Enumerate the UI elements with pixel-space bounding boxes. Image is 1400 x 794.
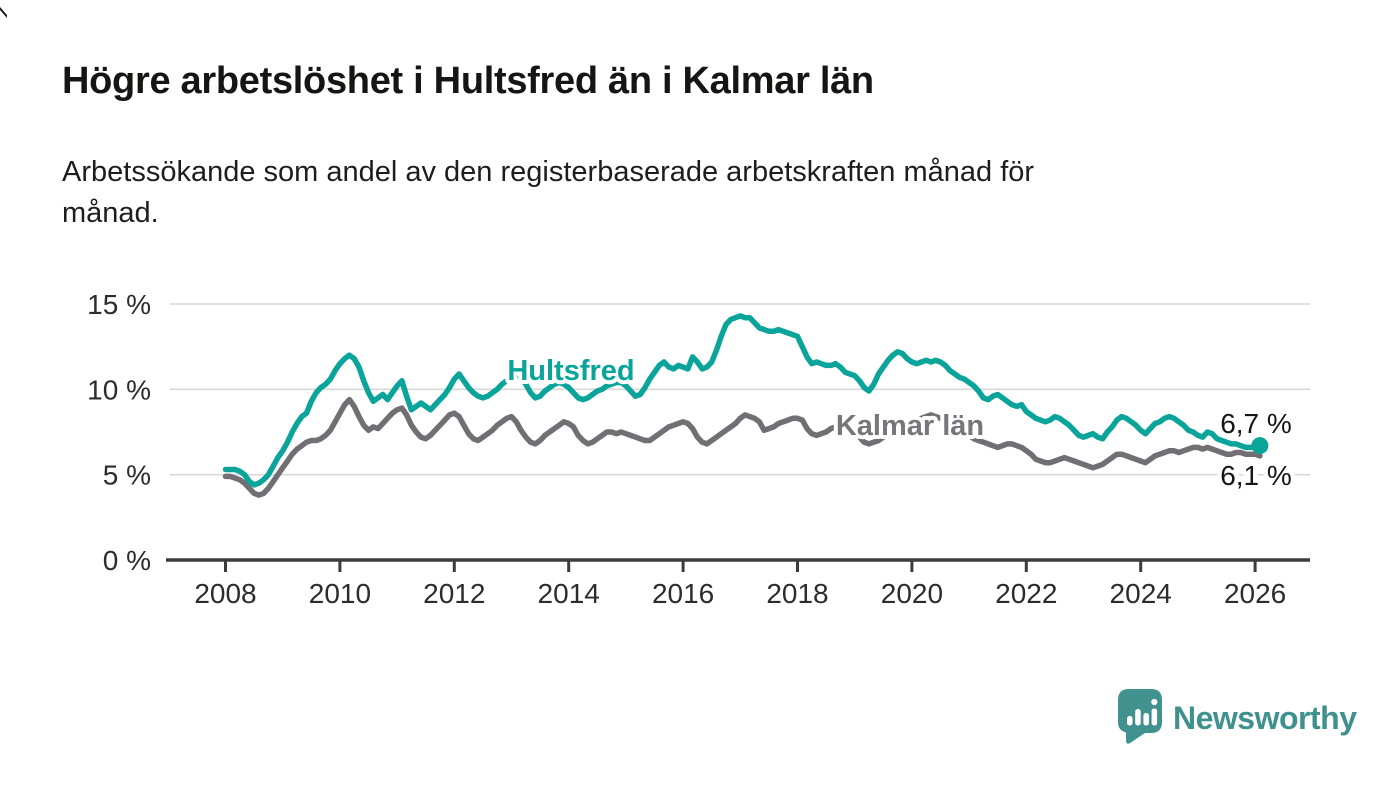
- x-axis-label-2018: 2018: [766, 578, 828, 609]
- series-end-dot-hultsfred: [1251, 437, 1269, 455]
- y-axis-label-0: 0 %: [103, 545, 151, 576]
- chart-subtitle: Arbetssökande som andel av den registerb…: [62, 156, 1035, 229]
- x-axis-label-2008: 2008: [194, 578, 256, 609]
- end-value-label-0: 6,7 %: [1220, 408, 1292, 439]
- line-chart: 0 % 5 % 10 % 15 % 2008 2010 2012 2014 2016 2018 20…: [87, 289, 1310, 609]
- y-axis-label-5: 5 %: [103, 460, 151, 491]
- x-axis-label-2016: 2016: [652, 578, 714, 609]
- x-axis-label-2024: 2024: [1110, 578, 1172, 609]
- series-line-hultsfred: [222, 313, 1263, 488]
- newsworthy-logo-icon: [1118, 689, 1162, 744]
- bar-chart-glyph: [1127, 698, 1158, 726]
- series-label-kalmar-län: Kalmar län: [836, 410, 984, 442]
- series-label-hultsfred: Hultsfred: [507, 355, 634, 387]
- end-value-label-1: 6,1 %: [1220, 460, 1292, 491]
- x-axis-label-2022: 2022: [995, 578, 1057, 609]
- x-axis-label-2010: 2010: [309, 578, 371, 609]
- x-axis-label-2020: 2020: [881, 578, 943, 609]
- series-line-kalmar-län: [222, 396, 1263, 498]
- x-axis-label-2012: 2012: [423, 578, 485, 609]
- x-axis-label-2014: 2014: [538, 578, 600, 609]
- y-axis-label-10: 10 %: [87, 374, 151, 405]
- page-title: Högre arbetslöshet i Hultsfred än i Kalm…: [62, 60, 874, 102]
- stray-corner-mark: [0, 7, 7, 18]
- newsworthy-branding: Newsworthy: [1118, 688, 1357, 748]
- brand-name: Newsworthy: [1173, 699, 1357, 736]
- x-axis-label-2026: 2026: [1224, 578, 1286, 609]
- y-axis-label-15: 15 %: [87, 289, 151, 320]
